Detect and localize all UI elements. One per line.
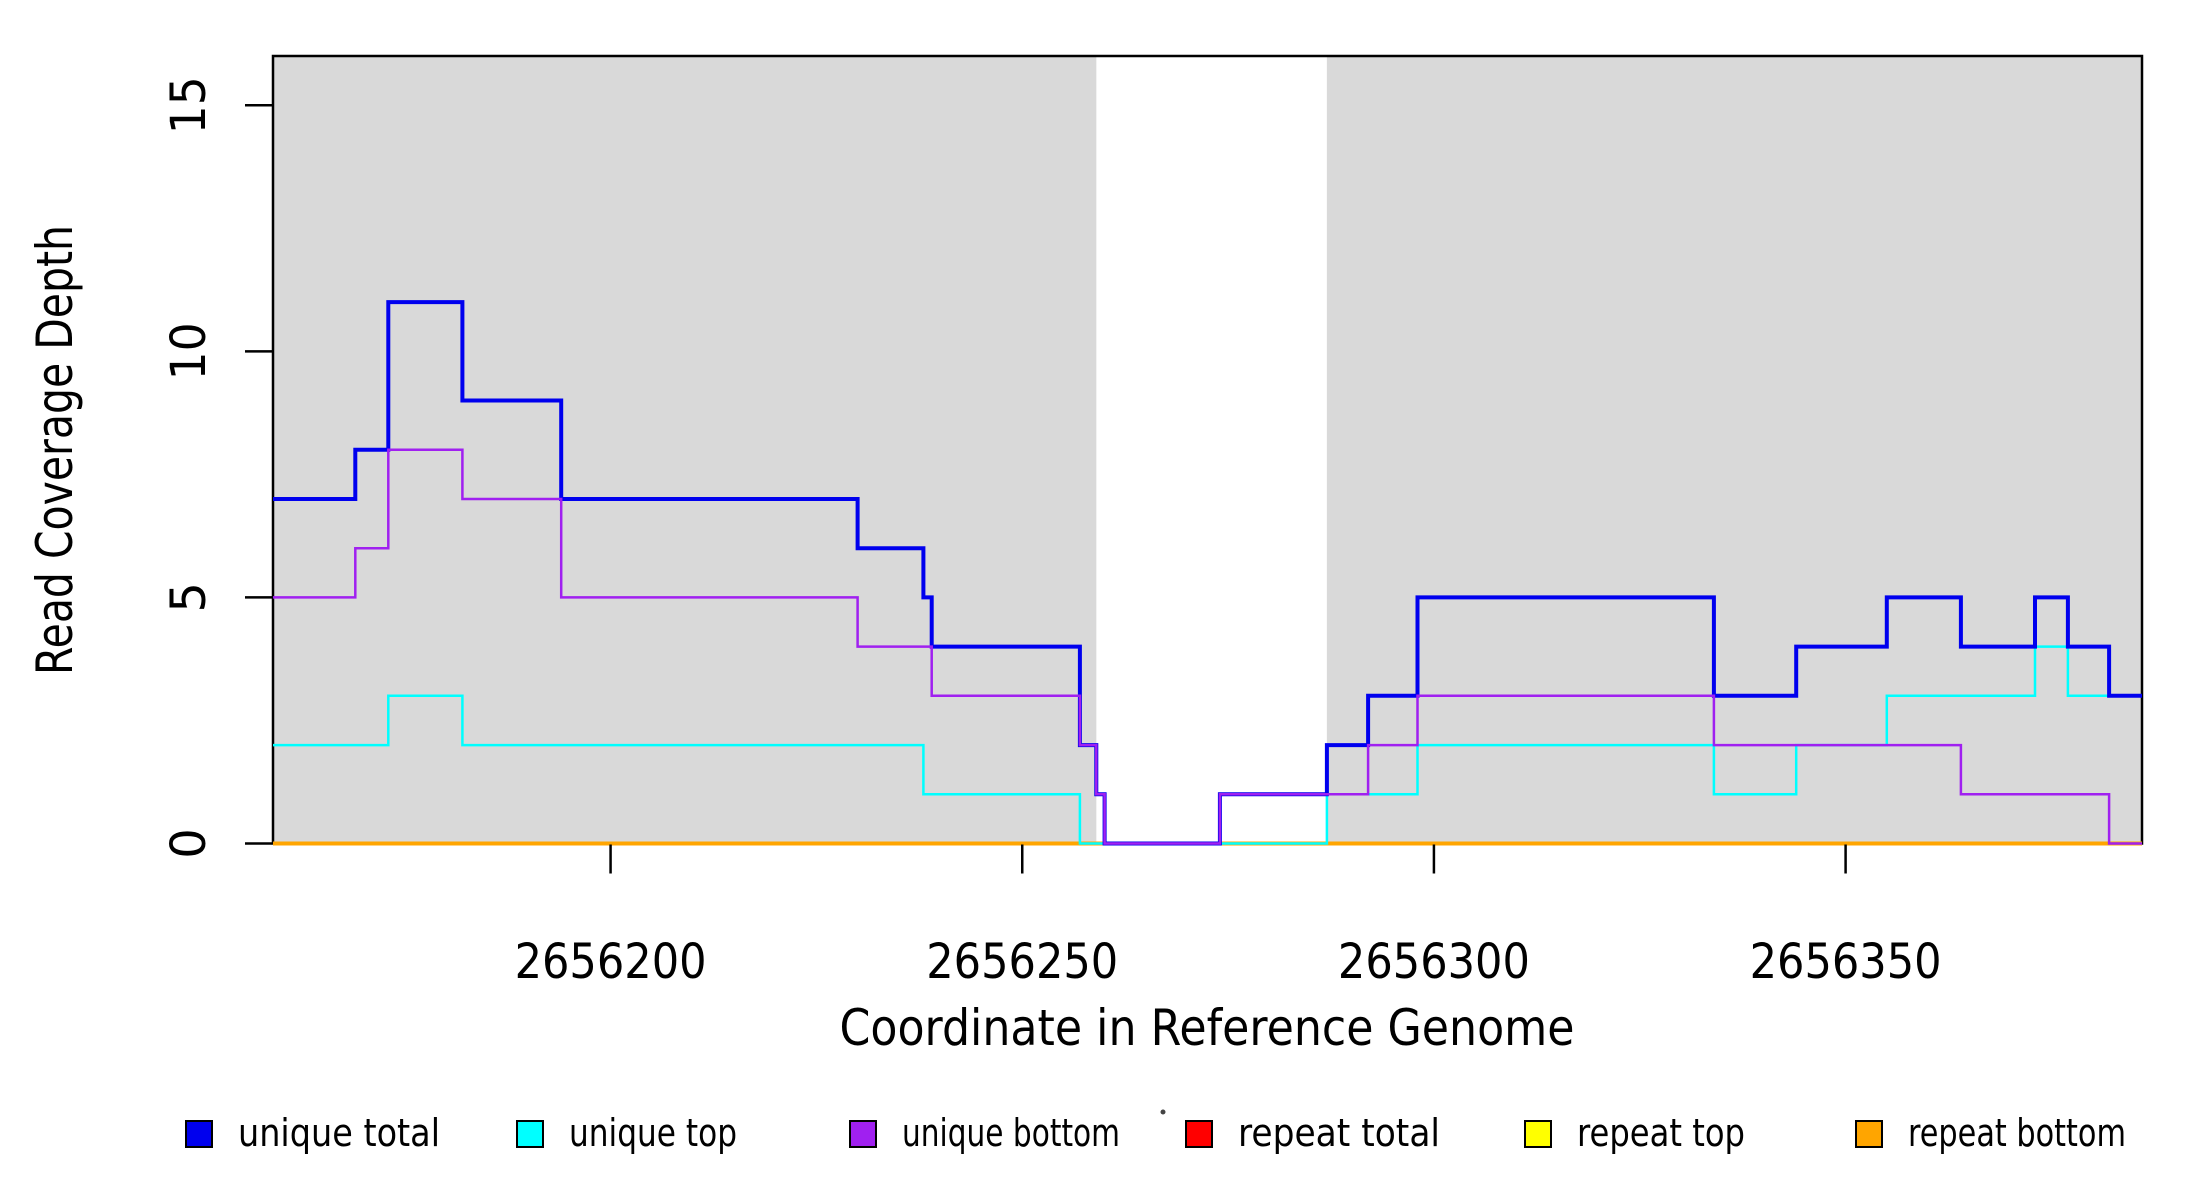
- legend-item-unique-bottom: unique bottom: [849, 1111, 1120, 1155]
- stray-dot: [1160, 1109, 1166, 1115]
- legend-swatch: [1855, 1120, 1883, 1148]
- legend-item-repeat-bottom: repeat bottom: [1855, 1111, 2126, 1155]
- legend-label: unique total: [238, 1111, 440, 1155]
- legend-swatch: [849, 1120, 877, 1148]
- series-line-unique-top: [273, 645, 2142, 845]
- y-tick-label: 5: [161, 582, 217, 613]
- legend-label: repeat bottom: [1908, 1111, 2126, 1155]
- legend-swatch: [1185, 1120, 1213, 1148]
- series-lines: [273, 300, 2142, 846]
- legend-swatch: [516, 1120, 544, 1148]
- x-tick-label: 2656250: [926, 934, 1118, 990]
- legend-item-unique-top: unique top: [516, 1111, 737, 1155]
- y-axis-title: Read Coverage Depth: [26, 225, 84, 675]
- legend-label: repeat total: [1238, 1111, 1440, 1155]
- legend-swatch: [1524, 1120, 1552, 1148]
- legend-item-unique-total: unique total: [185, 1111, 440, 1155]
- legend-label: repeat top: [1577, 1111, 1745, 1155]
- x-tick-label: 2656200: [515, 934, 707, 990]
- shaded-region: [1326, 56, 2142, 844]
- legend: unique total unique top unique bottom repea…: [185, 1111, 2126, 1155]
- legend-swatch: [185, 1120, 213, 1148]
- axis-ticks: 2656200 2656250 2656300 2656350 0 5 10 15: [161, 76, 1942, 990]
- legend-label: unique bottom: [902, 1111, 1120, 1155]
- shaded-regions: [273, 56, 2142, 844]
- series-line-unique-bottom: [273, 448, 2142, 845]
- x-tick-label: 2656350: [1750, 934, 1942, 990]
- y-tick-label: 0: [161, 828, 217, 859]
- legend-item-repeat-top: repeat top: [1524, 1111, 1745, 1155]
- x-tick-label: 2656300: [1338, 934, 1530, 990]
- y-tick-label: 10: [161, 322, 217, 380]
- legend-label: unique top: [569, 1111, 737, 1155]
- y-tick-label: 15: [161, 76, 217, 134]
- legend-item-repeat-total: repeat total: [1185, 1111, 1440, 1155]
- x-axis-title: Coordinate in Reference Genome: [840, 999, 1575, 1057]
